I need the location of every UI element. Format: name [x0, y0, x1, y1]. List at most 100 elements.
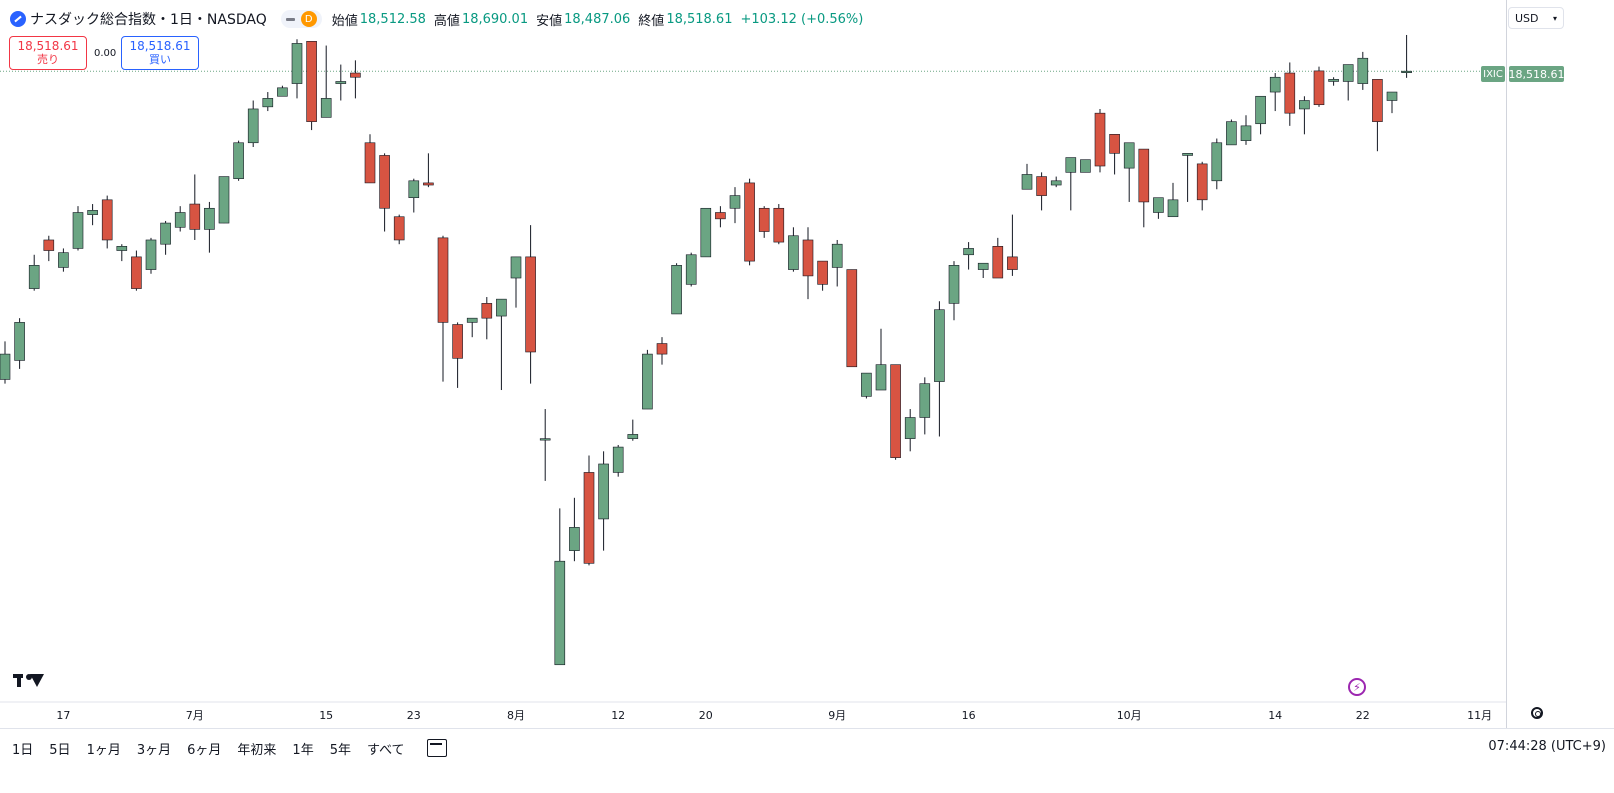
clock-timezone[interactable]: 07:44:28 (UTC+9) [1488, 739, 1606, 754]
ohlc-close-value: 18,518.61 [666, 11, 733, 27]
candle-body [1021, 174, 1033, 190]
candle-body [627, 434, 639, 439]
candle-body [1080, 159, 1091, 173]
candle-body [1123, 142, 1135, 169]
candle-body [977, 262, 989, 270]
candle-body [14, 322, 25, 361]
candle-body [262, 98, 274, 108]
x-tick-label: 7月 [186, 709, 204, 722]
x-tick-label: 15 [319, 709, 333, 722]
sell-label: 売り [37, 53, 59, 66]
candle-body [890, 364, 901, 458]
candle-body [1211, 142, 1223, 182]
collapse-icon [285, 17, 295, 21]
chevron-down-icon: ▾ [1552, 13, 1557, 23]
x-tick-label: 23 [407, 709, 421, 722]
candle-body [934, 309, 945, 382]
candle-body [1109, 134, 1120, 154]
symbol-title[interactable]: ナスダック総合指数・1日・NASDAQ [30, 12, 267, 28]
ohlc-open-value: 18,512.58 [359, 11, 426, 27]
candle-body [174, 212, 186, 228]
range-5d-button[interactable]: 5日 [49, 742, 71, 758]
candle-body [393, 216, 405, 241]
buy-button[interactable]: 18,518.61 買い [121, 36, 199, 70]
candle-body [452, 324, 463, 359]
candle-body [145, 239, 157, 270]
candle-body [539, 438, 551, 441]
range-5y-button[interactable]: 5年 [329, 742, 351, 758]
candle-body [101, 199, 113, 241]
sell-button[interactable]: 18,518.61 売り [9, 36, 87, 70]
candle-body [116, 246, 128, 251]
candle-body [291, 43, 303, 84]
price-axis[interactable] [1506, 0, 1614, 728]
buy-price: 18,518.61 [129, 39, 191, 53]
candle-body [1153, 197, 1164, 213]
candle-body [569, 527, 580, 551]
candle-body [1386, 91, 1398, 101]
candle-body [320, 98, 332, 118]
candle-body [28, 265, 40, 289]
candle-body [247, 108, 259, 144]
currency-select[interactable]: USD ▾ [1508, 7, 1564, 29]
candle-body [481, 303, 493, 319]
candle-body [642, 353, 653, 410]
ohlc-high-label: 高値 [433, 13, 460, 29]
range-ytd-button[interactable]: 年初来 [237, 742, 277, 758]
candle-body [1313, 70, 1325, 106]
candle-body [364, 142, 376, 184]
candle-body [554, 560, 566, 666]
range-all-button[interactable]: すべて [366, 742, 405, 758]
range-3m-button[interactable]: 3ヶ月 [136, 742, 172, 758]
tradingview-logo-icon[interactable] [13, 674, 44, 688]
range-1y-button[interactable]: 1年 [292, 742, 314, 758]
range-1d-button[interactable]: 1日 [12, 742, 34, 758]
axis-settings-gear-icon[interactable] [1531, 707, 1543, 719]
price-chart[interactable]: 15,600.0015,800.0016,000.0016,200.0016,4… [0, 0, 1550, 728]
x-tick-label: 14 [1268, 709, 1282, 722]
candle-body [861, 372, 872, 397]
candle-body [437, 237, 449, 323]
x-tick-label: 22 [1356, 709, 1370, 722]
range-1m-button[interactable]: 1ヶ月 [86, 742, 121, 758]
candle-body [0, 353, 11, 380]
candle-body [1036, 176, 1047, 196]
candle-body [1328, 79, 1339, 82]
candle-body [1372, 79, 1383, 122]
candle-body [700, 207, 712, 258]
x-tick-label: 8月 [507, 709, 525, 722]
candle-body [1226, 121, 1237, 146]
candle-body [656, 343, 668, 355]
candle-body [1007, 256, 1018, 270]
candle-body [583, 472, 595, 564]
candle-body [1284, 72, 1296, 114]
ohlc-close-label: 終値 [638, 13, 665, 29]
x-tick-label: 17 [56, 709, 70, 722]
candle-body [72, 212, 84, 249]
candle-body [846, 269, 858, 368]
candle-body [1138, 148, 1150, 203]
candle-body [948, 265, 960, 304]
calendar-icon[interactable] [426, 739, 447, 757]
candle-body [204, 207, 215, 230]
last-price-label: 18,518.61 [1508, 66, 1565, 82]
candle-body [671, 265, 682, 315]
candle-body [963, 248, 974, 256]
candle-body [408, 180, 420, 199]
ohlc-high-value: 18,690.01 [461, 11, 529, 27]
candle-body [729, 195, 741, 209]
range-6m-button[interactable]: 6ヶ月 [187, 742, 222, 758]
candle-body [496, 298, 507, 317]
symbol-price-tag: IXIC [1481, 66, 1505, 82]
x-tick-label: 12 [611, 709, 625, 722]
candle-body [904, 417, 916, 439]
candle-body [379, 155, 390, 209]
lightning-icon[interactable]: ⚡ [1348, 678, 1366, 696]
candle-body [802, 239, 814, 277]
candle-body [1401, 70, 1412, 74]
candle-body [58, 252, 69, 268]
candle-body [612, 446, 624, 473]
candle-body [218, 176, 230, 224]
interval-status-pill[interactable]: D [280, 10, 322, 28]
